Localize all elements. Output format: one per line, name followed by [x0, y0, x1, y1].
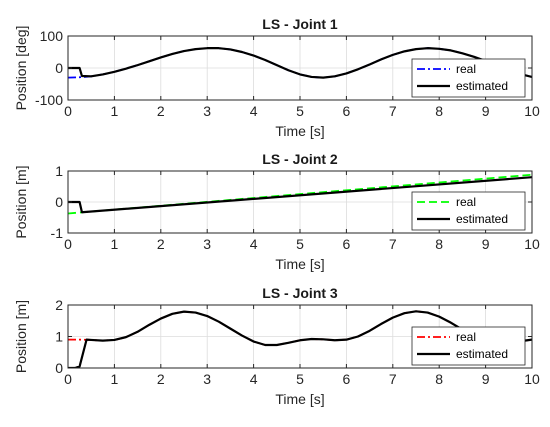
- x-tick-label: 0: [64, 236, 72, 252]
- legend-label-estimated: estimated: [456, 347, 508, 361]
- legend: real estimated: [411, 191, 526, 231]
- legend-label-real: real: [456, 62, 476, 76]
- legend-box: [411, 326, 526, 366]
- x-tick-label: 10: [524, 371, 540, 387]
- y-tick-label: 1: [55, 329, 63, 345]
- legend-box: [411, 58, 526, 98]
- x-tick-label: 2: [157, 103, 165, 119]
- x-tick-label: 3: [203, 371, 211, 387]
- x-tick-label: 4: [250, 236, 258, 252]
- y-tick-label: 100: [40, 28, 64, 44]
- x-tick-label: 1: [111, 236, 119, 252]
- y-axis-label: Position [m]: [13, 165, 29, 238]
- legend-label-estimated: estimated: [456, 212, 508, 226]
- x-tick-label: 3: [203, 103, 211, 119]
- y-tick-label: 0: [55, 60, 63, 76]
- x-tick-label: 6: [343, 371, 351, 387]
- x-tick-label: 4: [250, 371, 258, 387]
- x-tick-label: 4: [250, 103, 258, 119]
- series-group: [68, 310, 532, 368]
- x-tick-label: 5: [296, 371, 304, 387]
- x-tick-label: 7: [389, 371, 397, 387]
- chart-title: LS - Joint 3: [262, 285, 338, 301]
- x-tick-label: 8: [435, 371, 443, 387]
- y-tick-label: 1: [55, 163, 63, 179]
- y-tick-label: 0: [55, 360, 63, 376]
- legend-label-real: real: [456, 195, 476, 209]
- x-tick-label: 5: [296, 236, 304, 252]
- x-tick-label: 9: [482, 371, 490, 387]
- x-tick-label: 1: [111, 103, 119, 119]
- x-tick-label: 10: [524, 236, 540, 252]
- y-axis-label: Position [deg]: [13, 26, 29, 111]
- x-tick-label: 9: [482, 103, 490, 119]
- x-tick-label: 5: [296, 103, 304, 119]
- x-tick-label: 6: [343, 236, 351, 252]
- x-axis-label: Time [s]: [275, 123, 324, 139]
- x-tick-label: 10: [524, 103, 540, 119]
- legend-label-real: real: [456, 330, 476, 344]
- series-group: [68, 173, 532, 215]
- x-tick-label: 8: [435, 236, 443, 252]
- x-tick-label: 3: [203, 236, 211, 252]
- legend: real estimated: [411, 58, 526, 98]
- x-tick-label: 1: [111, 371, 119, 387]
- series-line-estimated: [68, 47, 532, 79]
- y-tick-label: -1: [51, 225, 64, 241]
- x-tick-label: 8: [435, 103, 443, 119]
- chart-panel-3: 0 1 2 3 4 5 6 7 8 9 10 0 1 2 LS - Joint 3 Time [s] Posit…: [13, 285, 540, 407]
- y-tick-label: -100: [35, 92, 63, 108]
- x-tick-label: 7: [389, 236, 397, 252]
- chart-title: LS - Joint 2: [262, 151, 338, 167]
- x-tick-label: 6: [343, 103, 351, 119]
- x-tick-label: 9: [482, 236, 490, 252]
- x-axis-label: Time [s]: [275, 391, 324, 407]
- y-tick-label: 2: [55, 297, 63, 313]
- series-line-estimated: [68, 310, 532, 368]
- x-tick-label: 2: [157, 236, 165, 252]
- series-group: [68, 47, 532, 79]
- x-tick-label: 7: [389, 103, 397, 119]
- y-tick-label: 0: [55, 194, 63, 210]
- legend-label-estimated: estimated: [456, 79, 508, 93]
- x-axis-label: Time [s]: [275, 256, 324, 272]
- x-tick-label: 2: [157, 371, 165, 387]
- x-tick-label: 0: [64, 103, 72, 119]
- x-tick-label: 0: [64, 371, 72, 387]
- chart-title: LS - Joint 1: [262, 16, 338, 32]
- y-axis-label: Position [m]: [13, 300, 29, 373]
- series-line-estimated: [68, 176, 532, 214]
- legend: real estimated: [411, 326, 526, 366]
- legend-box: [411, 191, 526, 231]
